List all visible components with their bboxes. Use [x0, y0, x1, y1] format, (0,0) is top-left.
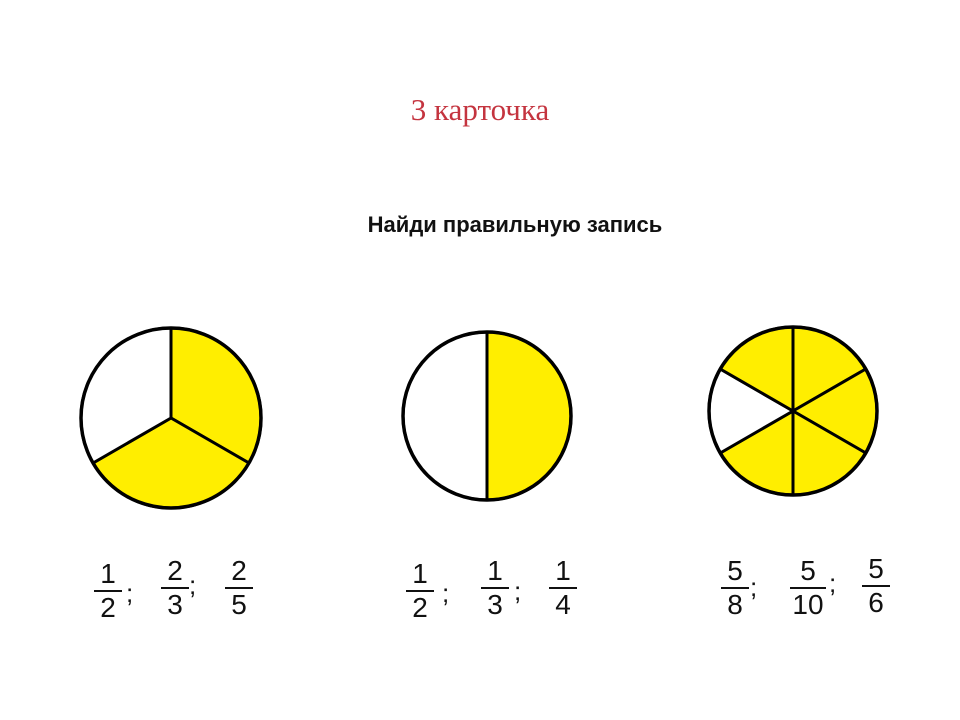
fraction-bar: [862, 585, 890, 587]
numerator: 2: [167, 555, 183, 586]
fraction-bar: [790, 587, 826, 589]
pie-outline: [401, 330, 573, 502]
fraction-bar: [161, 587, 189, 589]
fraction-bar: [406, 590, 434, 592]
fraction-bar: [94, 590, 122, 592]
denominator: 3: [167, 589, 183, 620]
numerator: 2: [231, 555, 247, 586]
numerator: 5: [727, 555, 743, 586]
denominator: 10: [792, 589, 824, 620]
pie-outline: [79, 326, 263, 510]
pie-chart-halves: [401, 330, 573, 502]
pie-1-slices: [79, 326, 263, 510]
pie-outline: [707, 325, 879, 497]
numerator: 1: [100, 558, 116, 589]
fraction-option[interactable]: 5 6: [856, 555, 896, 617]
instruction-text: Найди правильную запись: [367, 212, 663, 237]
separator: ;: [750, 572, 758, 602]
separator: ;: [189, 570, 197, 600]
fraction-option[interactable]: 2 3: [155, 557, 195, 619]
denominator: 6: [868, 587, 884, 618]
numerator: 5: [800, 555, 816, 586]
fraction-bar: [549, 587, 577, 589]
fraction-option[interactable]: 5 10: [784, 557, 832, 619]
numerator: 1: [555, 555, 571, 586]
denominator: 2: [412, 592, 428, 623]
denominator: 8: [727, 589, 743, 620]
fraction-bar: [721, 587, 749, 589]
denominator: 3: [487, 589, 503, 620]
fraction-bar: [481, 587, 509, 589]
separator: ;: [514, 576, 522, 606]
pie-slice-unshaded: [401, 330, 489, 502]
pie-2-slices: [401, 330, 573, 502]
fraction-option[interactable]: 1 4: [543, 557, 583, 619]
fraction-option[interactable]: 1 2: [400, 560, 440, 622]
numerator: 5: [868, 553, 884, 584]
fraction-option[interactable]: 1 3: [475, 557, 515, 619]
denominator: 4: [555, 589, 571, 620]
denominator: 5: [231, 589, 247, 620]
fraction-option[interactable]: 1 2: [88, 560, 128, 622]
separator: ;: [442, 578, 450, 608]
separator: ;: [829, 568, 837, 598]
pie-3-slices: [707, 325, 879, 497]
pie-chart-thirds: [79, 326, 263, 510]
card-title: 3 карточка: [410, 92, 550, 127]
denominator: 2: [100, 592, 116, 623]
numerator: 1: [412, 558, 428, 589]
fraction-option[interactable]: 2 5: [219, 557, 259, 619]
pie-chart-sixths: [707, 325, 879, 497]
fraction-bar: [225, 587, 253, 589]
separator: ;: [126, 578, 134, 608]
numerator: 1: [487, 555, 503, 586]
fraction-option[interactable]: 5 8: [715, 557, 755, 619]
pie-slice-shaded: [485, 330, 573, 502]
